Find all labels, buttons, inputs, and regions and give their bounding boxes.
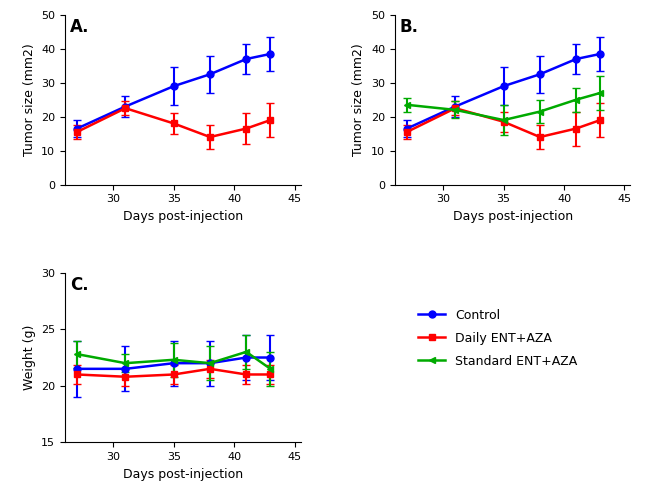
X-axis label: Days post-injection: Days post-injection: [452, 210, 573, 223]
X-axis label: Days post-injection: Days post-injection: [123, 210, 243, 223]
Text: C.: C.: [70, 276, 88, 294]
X-axis label: Days post-injection: Days post-injection: [123, 468, 243, 481]
Legend: Control, Daily ENT+AZA, Standard ENT+AZA: Control, Daily ENT+AZA, Standard ENT+AZA: [413, 304, 582, 373]
Y-axis label: Tumor size (mm2): Tumor size (mm2): [352, 43, 365, 156]
Y-axis label: Tumor size (mm2): Tumor size (mm2): [23, 43, 36, 156]
Text: B.: B.: [400, 18, 419, 36]
Y-axis label: Weight (g): Weight (g): [23, 325, 36, 390]
Text: A.: A.: [70, 18, 89, 36]
